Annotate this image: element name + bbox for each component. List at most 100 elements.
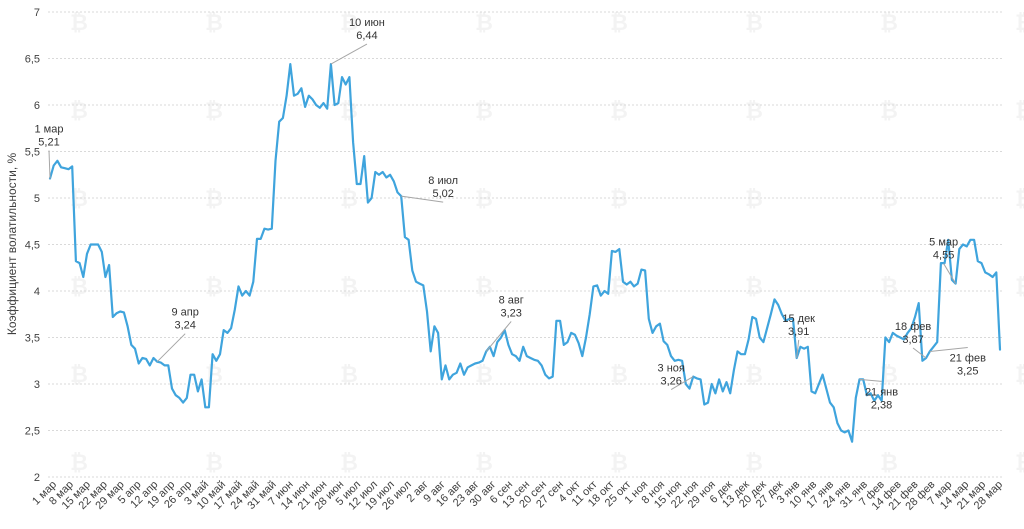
annotation-leader [48, 150, 51, 179]
annotation-date: 10 июн [349, 17, 385, 29]
annotation-date: 5 мар [929, 237, 958, 249]
watermark-logo: ₿ [340, 98, 358, 123]
watermark-logo: ₿ [70, 274, 88, 299]
annotation-leader [912, 347, 927, 359]
watermark-logo: ₿ [1015, 10, 1024, 35]
annotation-value: 3,37 [1017, 0, 1024, 3]
watermark-logo: ₿ [475, 362, 493, 387]
watermark-logo: ₿ [475, 98, 493, 123]
watermark-logo: ₿ [610, 98, 628, 123]
y-tick-label: 6,5 [25, 54, 40, 66]
annotation-value: 2,38 [871, 399, 892, 411]
annotation-value: 5,21 [38, 136, 59, 148]
watermark-logo: ₿ [745, 362, 763, 387]
annotation-value: 3,26 [660, 376, 681, 388]
watermark-logo: ₿ [340, 274, 358, 299]
y-tick-label: 2,5 [25, 426, 40, 438]
watermark-logo: ₿ [1015, 98, 1024, 123]
watermark-logo: ₿ [70, 98, 88, 123]
annotation-leader [859, 378, 882, 382]
annotation-leader [943, 263, 957, 284]
annotation-leader [929, 346, 968, 352]
annotation: 31 мар3,37 [1010, 0, 1024, 3]
watermark-logo: ₿ [745, 450, 763, 475]
watermark-logo: ₿ [475, 186, 493, 211]
watermark-logo: ₿ [205, 98, 223, 123]
watermark-logo: ₿ [340, 450, 358, 475]
watermark-logo: ₿ [475, 10, 493, 35]
watermark-logo: ₿ [1015, 274, 1024, 299]
annotation-leader [330, 43, 368, 65]
y-tick-label: 3,5 [25, 333, 40, 345]
watermark-logo: ₿ [1015, 450, 1024, 475]
annotation-value: 3,24 [174, 320, 195, 332]
y-axis-ticks: 2 2,5 3 3,5 4 4,5 5 5,5 6 6,5 7 [25, 7, 40, 484]
annotation-value: 4,55 [933, 250, 954, 262]
watermark-logo: ₿ [70, 362, 88, 387]
annotation-value: 6,44 [356, 30, 377, 42]
annotation-date: 21 фев [950, 352, 986, 364]
watermark-logo: ₿ [880, 98, 898, 123]
annotation-date: 31 мар [1010, 0, 1024, 3]
annotation-leader [485, 321, 512, 352]
watermark-logo: ₿ [880, 274, 898, 299]
watermark-logo: ₿ [880, 10, 898, 35]
watermark-logo: ₿ [205, 362, 223, 387]
annotation-value: 3,87 [902, 334, 923, 346]
y-tick-label: 4,5 [25, 240, 40, 252]
watermark-logo: ₿ [745, 98, 763, 123]
series-line [48, 62, 1002, 443]
annotation-value: 3,91 [788, 326, 809, 338]
annotation-leader [156, 333, 186, 363]
watermark-logo: ₿ [610, 10, 628, 35]
annotation-date: 21 янв [865, 386, 898, 398]
watermark-logo: ₿ [475, 274, 493, 299]
watermark-logo: ₿ [745, 10, 763, 35]
watermark-logo: ₿ [1015, 186, 1024, 211]
annotation-leader [796, 339, 800, 359]
y-tick-label: 2 [34, 472, 40, 484]
annotation-date: 3 ноя [658, 363, 685, 375]
y-tick-label: 7 [34, 7, 40, 19]
annotation-date: 8 июл [428, 175, 458, 187]
annotation-date: 18 фев [895, 321, 931, 333]
y-axis-label: Коэффициент волатильности, % [5, 153, 19, 336]
watermark-logo: ₿ [70, 10, 88, 35]
watermark-logo: ₿ [610, 274, 628, 299]
annotation-value: 3,25 [957, 365, 978, 377]
watermark-logo: ₿ [610, 362, 628, 387]
y-tick-label: 3 [34, 379, 40, 391]
watermark-logo: ₿ [70, 450, 88, 475]
annotation-leader [401, 195, 444, 203]
watermark-logo: ₿ [205, 450, 223, 475]
y-tick-label: 5 [34, 193, 40, 205]
y-tick-label: 5,5 [25, 147, 40, 159]
annotation-leader [670, 376, 694, 390]
watermark-logo: ₿ [1015, 362, 1024, 387]
watermark-logo: ₿ [610, 186, 628, 211]
annotation-date: 9 апр [172, 307, 199, 319]
gridlines [48, 11, 1004, 478]
annotation-value: 3,23 [500, 307, 521, 319]
watermark-logo: ₿ [205, 274, 223, 299]
annotation-value: 5,02 [432, 188, 453, 200]
y-tick-label: 6 [34, 100, 40, 112]
watermark-logo: ₿ [745, 274, 763, 299]
watermark-layer: ₿ ₿ ₿ ₿ ₿ ₿ ₿ ₿ ₿ ₿ ₿ ₿ ₿ ₿ ₿ ₿ ₿ ₿ ₿ ₿ ₿ ₿ ₿ ₿ ₿ ₿ ₿ ₿ ₿ ₿ ₿ ₿ ₿ ₿ ₿ ₿ ₿ ₿ ₿ ₿… [70, 10, 1024, 475]
watermark-logo: ₿ [475, 450, 493, 475]
annotation-date: 8 авг [499, 294, 524, 306]
watermark-logo: ₿ [205, 10, 223, 35]
watermark-logo: ₿ [880, 450, 898, 475]
